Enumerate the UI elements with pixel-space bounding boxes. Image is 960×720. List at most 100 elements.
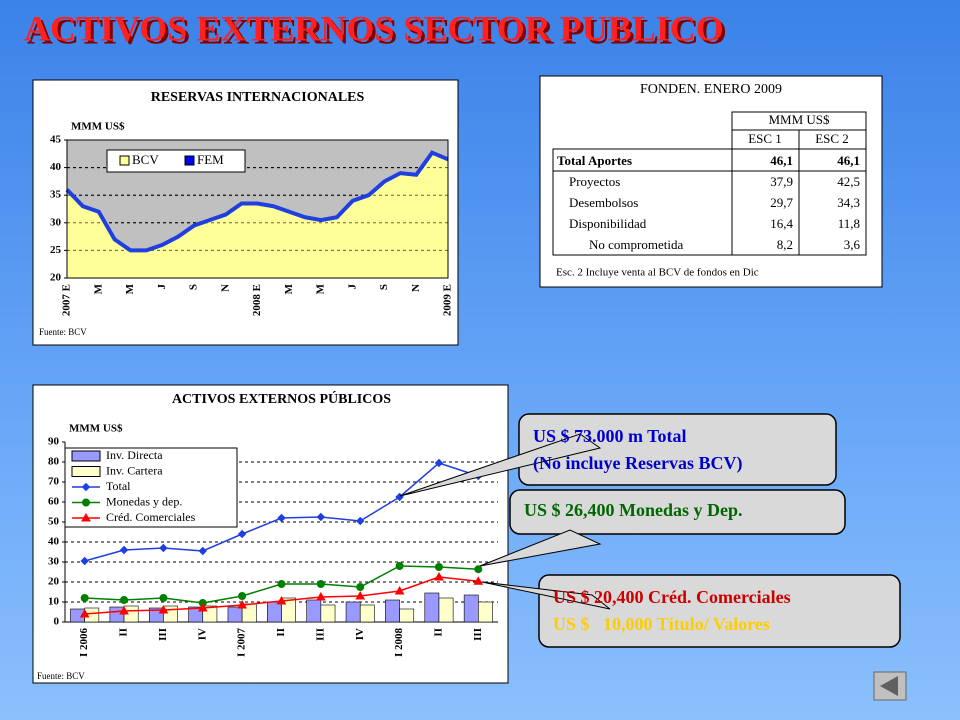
- bar: [399, 608, 415, 623]
- x-tick-label: M: [92, 283, 104, 294]
- point: [434, 458, 444, 468]
- point: [395, 562, 404, 570]
- x-tick-label: I 2007: [236, 628, 248, 658]
- y-tick-label: 0: [54, 616, 60, 628]
- chart-title: ACTIVOS EXTERNOS PÚBLICOS: [172, 390, 391, 407]
- x-tick-label: J: [156, 284, 168, 290]
- y-tick-label: 25: [50, 244, 62, 256]
- callout-text: (No incluye Reservas BCV): [533, 453, 742, 474]
- legend-label: Total: [106, 479, 131, 493]
- x-tick-label: IV: [196, 628, 208, 640]
- bar: [359, 604, 375, 623]
- y-axis-label: MMM US$: [71, 121, 125, 133]
- point: [356, 583, 365, 591]
- cell-value: 29,7: [770, 195, 793, 210]
- cell-value: 37,9: [770, 174, 793, 189]
- legend-swatch: [71, 450, 101, 462]
- column-header: ESC 2: [815, 131, 849, 146]
- legend-label: Inv. Cartera: [106, 463, 163, 477]
- y-tick-label: 40: [48, 536, 60, 548]
- callout-text: US $ 20,400 Créd. Comerciales: [553, 587, 791, 607]
- point: [80, 556, 89, 566]
- slide-title: ACTIVOS EXTERNOS SECTOR PUBLICO: [24, 8, 724, 48]
- bar: [320, 604, 336, 623]
- cell-value: 3,6: [844, 237, 861, 252]
- cell-value: 11,8: [838, 216, 860, 231]
- x-tick-label: I 2008: [393, 628, 405, 658]
- row-label: Desembolsos: [569, 195, 638, 210]
- point: [120, 596, 129, 604]
- point: [316, 591, 326, 601]
- point: [198, 546, 207, 556]
- y-tick-label: 20: [50, 272, 62, 284]
- nav-button[interactable]: [873, 671, 907, 701]
- point: [197, 602, 208, 612]
- nav-arrow[interactable]: [880, 676, 898, 696]
- line: [65, 150, 449, 253]
- x-tick-label: M: [124, 283, 136, 294]
- x-tick-label: 2009 E: [442, 284, 454, 316]
- column-header: ESC 1: [748, 131, 782, 146]
- x-tick-label: IV: [354, 628, 366, 640]
- legend-label: BCV: [132, 152, 159, 167]
- x-tick-label: J: [346, 284, 358, 290]
- point: [81, 482, 91, 492]
- point: [276, 595, 287, 605]
- point: [159, 543, 168, 553]
- legend-label: Inv. Directa: [106, 448, 163, 462]
- point: [356, 516, 365, 526]
- callout-pointer: [479, 529, 602, 567]
- point: [355, 590, 366, 600]
- y-tick-label: 50: [48, 516, 60, 528]
- y-tick-label: 70: [48, 476, 60, 488]
- callout-box: [509, 489, 846, 535]
- point: [434, 563, 443, 571]
- callout-text: US $ 10,000 Título/ Valores: [553, 614, 770, 634]
- bar: [463, 594, 479, 623]
- bar: [163, 605, 178, 623]
- x-tick-label: II: [118, 628, 130, 637]
- bar: [306, 599, 322, 623]
- cell-value: 8,2: [777, 237, 793, 252]
- point: [277, 580, 286, 588]
- point: [434, 571, 444, 581]
- y-tick-label: 30: [48, 556, 60, 568]
- y-tick-label: 40: [50, 161, 62, 173]
- unit: MMM US$: [768, 112, 830, 127]
- point: [277, 513, 286, 523]
- callout-box: [518, 413, 837, 486]
- y-tick-label: 30: [50, 216, 62, 228]
- y-tick-label: 10: [48, 596, 60, 608]
- point: [81, 512, 91, 522]
- y-tick-label: 90: [48, 436, 60, 448]
- source: Fuente: BCV: [37, 671, 85, 681]
- point: [237, 529, 247, 539]
- bar: [345, 601, 361, 623]
- x-tick-label: 2008 E: [251, 284, 263, 316]
- x-tick-label: III: [157, 628, 169, 641]
- x-tick-label: N: [219, 284, 231, 292]
- plot-border: [66, 139, 449, 279]
- x-tick-label: N: [410, 284, 422, 292]
- point: [316, 580, 325, 588]
- x-tick-label: I 2006: [78, 628, 90, 658]
- cell-value: 42,5: [837, 174, 860, 189]
- point: [119, 545, 129, 555]
- point: [237, 599, 247, 609]
- bar: [385, 599, 400, 623]
- x-tick-label: II: [432, 628, 444, 637]
- x-tick-label: M: [283, 283, 295, 294]
- point: [316, 512, 326, 522]
- row-label: Proyectos: [569, 174, 620, 189]
- legend-label: Monedas y dep.: [106, 494, 182, 508]
- point: [119, 605, 129, 615]
- legend-swatch: [71, 466, 101, 477]
- row-label: No comprometida: [589, 237, 683, 252]
- table-body: [552, 148, 867, 256]
- bar: [267, 601, 282, 623]
- y-axis-label: MMM US$: [69, 423, 123, 435]
- y-tick-label: 80: [48, 456, 60, 468]
- y-tick-label: 20: [48, 576, 60, 588]
- title-shadow: ACTIVOS EXTERNOS SECTOR PUBLICO: [27, 11, 727, 51]
